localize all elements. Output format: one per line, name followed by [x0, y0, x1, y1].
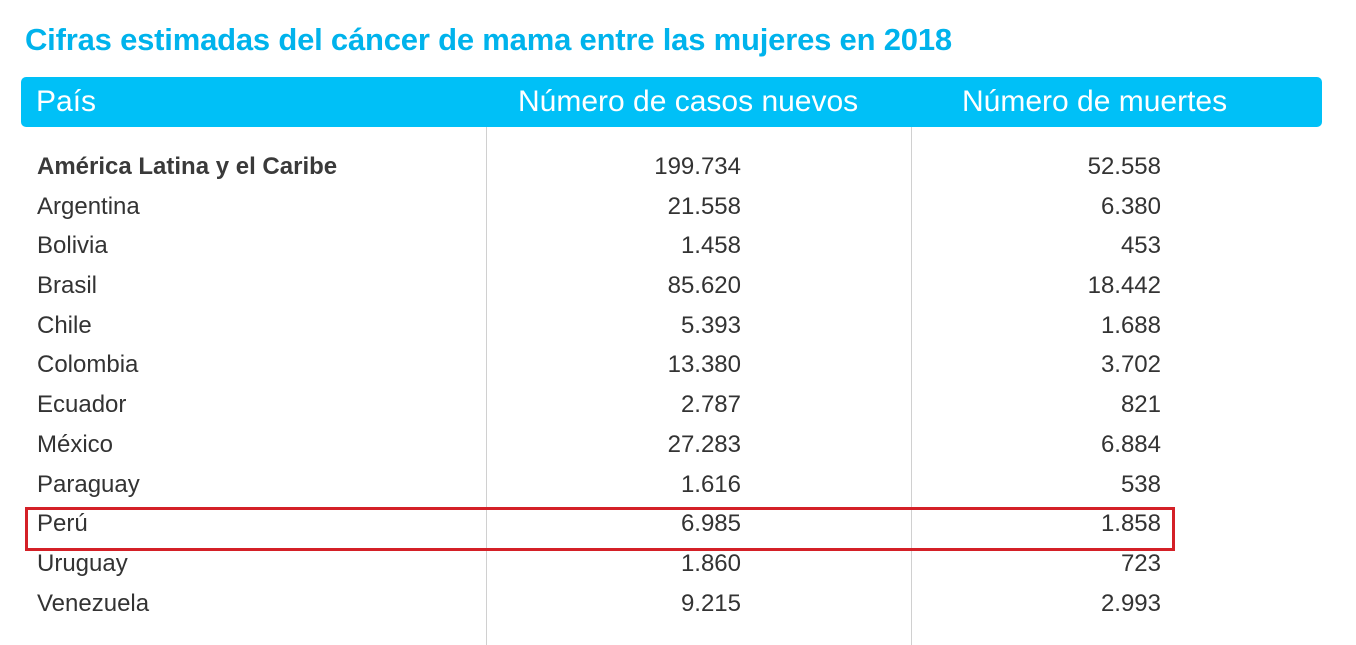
header-deaths: Número de muertes — [962, 85, 1228, 118]
column-divider — [911, 127, 912, 645]
column-divider — [486, 127, 487, 645]
country-cell: Bolivia — [37, 232, 108, 260]
table-row: México 27.283 6.884 — [0, 426, 1356, 466]
deaths-cell: 6.884 — [1100, 430, 1161, 458]
country-cell: Venezuela — [37, 589, 150, 617]
cases-cell: 1.860 — [680, 549, 741, 577]
cases-cell: 13.380 — [667, 351, 741, 379]
table-row: Bolivia 1.458 453 — [0, 227, 1356, 267]
table-body: América Latina y el Caribe 199.734 52.55… — [0, 148, 1356, 624]
country-cell: México — [37, 430, 114, 458]
table-row: América Latina y el Caribe 199.734 52.55… — [0, 148, 1356, 188]
table-row: Chile 5.393 1.688 — [0, 307, 1356, 347]
deaths-cell: 3.702 — [1100, 351, 1161, 379]
cases-cell: 27.283 — [667, 430, 741, 458]
table-header: País Número de casos nuevos Número de mu… — [21, 77, 1322, 127]
country-cell: Brasil — [37, 272, 98, 300]
page-title: Cifras estimadas del cáncer de mama entr… — [25, 22, 952, 57]
country-cell: Perú — [37, 510, 88, 538]
country-cell: América Latina y el Caribe — [37, 153, 338, 180]
country-cell: Ecuador — [37, 391, 127, 419]
table-row: Paraguay 1.616 538 — [0, 466, 1356, 506]
cases-cell: 5.393 — [680, 311, 741, 339]
country-cell: Uruguay — [37, 549, 128, 577]
header-new-cases: Número de casos nuevos — [518, 85, 859, 118]
deaths-cell: 2.993 — [1100, 589, 1161, 617]
deaths-cell: 52.558 — [1087, 153, 1161, 180]
table-row: Uruguay 1.860 723 — [0, 545, 1356, 585]
table-row: Ecuador 2.787 821 — [0, 386, 1356, 426]
deaths-cell: 18.442 — [1087, 272, 1161, 300]
deaths-cell: 1.688 — [1100, 311, 1161, 339]
deaths-cell: 723 — [1120, 549, 1161, 577]
header-country: País — [36, 85, 97, 118]
country-cell: Colombia — [37, 351, 139, 379]
table-row: Brasil 85.620 18.442 — [0, 267, 1356, 307]
deaths-cell: 538 — [1120, 470, 1161, 498]
cases-cell: 2.787 — [680, 391, 741, 419]
deaths-cell: 6.380 — [1100, 192, 1161, 220]
table-row: Colombia 13.380 3.702 — [0, 346, 1356, 386]
country-cell: Paraguay — [37, 470, 140, 498]
table-row: Venezuela 9.215 2.993 — [0, 585, 1356, 625]
cases-cell: 9.215 — [680, 589, 741, 617]
country-cell: Chile — [37, 311, 92, 339]
table-row: Argentina 21.558 6.380 — [0, 188, 1356, 228]
deaths-cell: 1.858 — [1100, 510, 1161, 538]
cases-cell: 199.734 — [654, 153, 741, 180]
cases-cell: 1.616 — [680, 470, 741, 498]
deaths-cell: 821 — [1120, 391, 1161, 419]
cases-cell: 21.558 — [667, 192, 741, 220]
country-cell: Argentina — [37, 192, 140, 220]
cases-cell: 85.620 — [667, 272, 741, 300]
cases-cell: 6.985 — [680, 510, 741, 538]
cases-cell: 1.458 — [680, 232, 741, 260]
deaths-cell: 453 — [1120, 232, 1161, 260]
table-row-highlighted: Perú 6.985 1.858 — [0, 505, 1356, 545]
